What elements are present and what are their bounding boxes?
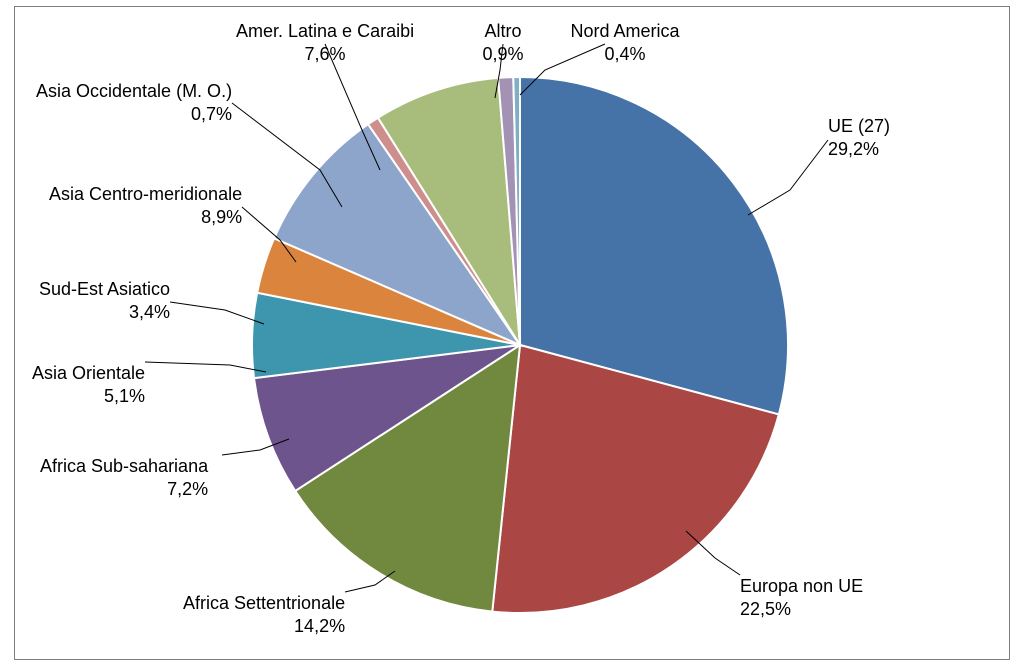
- slice-percent: 5,1%: [32, 385, 145, 408]
- slice-label: Asia Occidentale (M. O.)0,7%: [36, 80, 232, 125]
- slice-percent: 8,9%: [49, 206, 242, 229]
- leader-line: [170, 302, 264, 324]
- slice-percent: 0,9%: [483, 43, 524, 66]
- slice-label: Europa non UE22,5%: [740, 575, 863, 620]
- slice-label: Amer. Latina e Caraibi7,6%: [236, 20, 414, 65]
- slice-percent: 0,4%: [571, 43, 680, 66]
- slice-percent: 29,2%: [828, 138, 890, 161]
- slice-percent: 0,7%: [36, 103, 232, 126]
- slice-label: UE (27)29,2%: [828, 115, 890, 160]
- slice-name: Altro: [485, 21, 522, 41]
- slice-label: Asia Centro-meridionale8,9%: [49, 183, 242, 228]
- slice-name: Asia Orientale: [32, 363, 145, 383]
- slice-label: Africa Sub-sahariana7,2%: [40, 455, 208, 500]
- slice-name: Sud-Est Asiatico: [39, 279, 170, 299]
- slice-percent: 14,2%: [183, 615, 345, 638]
- slice-label: Sud-Est Asiatico3,4%: [39, 278, 170, 323]
- slice-name: Asia Centro-meridionale: [49, 184, 242, 204]
- slice-percent: 22,5%: [740, 598, 863, 621]
- slice-label: Asia Orientale5,1%: [32, 362, 145, 407]
- leader-line: [748, 140, 828, 215]
- slice-name: UE (27): [828, 116, 890, 136]
- slice-name: Europa non UE: [740, 576, 863, 596]
- slice-name: Nord America: [571, 21, 680, 41]
- slice-label: Nord America0,4%: [571, 20, 680, 65]
- slice-name: Africa Settentrionale: [183, 593, 345, 613]
- slice-name: Amer. Latina e Caraibi: [236, 21, 414, 41]
- slice-label: Africa Settentrionale14,2%: [183, 592, 345, 637]
- slice-name: Asia Occidentale (M. O.): [36, 81, 232, 101]
- slice-percent: 7,2%: [40, 478, 208, 501]
- leader-line: [145, 362, 266, 372]
- slice-name: Africa Sub-sahariana: [40, 456, 208, 476]
- pie-chart-container: UE (27)29,2% Europa non UE22,5% Africa Set…: [0, 0, 1024, 668]
- slice-percent: 3,4%: [39, 301, 170, 324]
- slice-percent: 7,6%: [236, 43, 414, 66]
- slice-label: Altro0,9%: [483, 20, 524, 65]
